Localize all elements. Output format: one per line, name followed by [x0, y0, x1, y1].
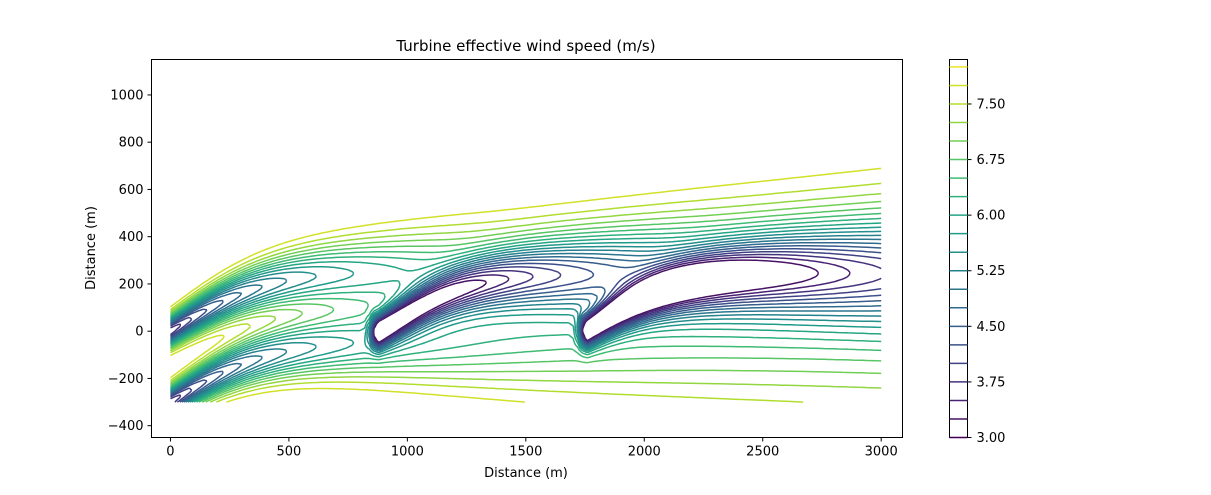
x-tick-label: 2500 — [746, 445, 779, 460]
colorbar-tick-label: 4.50 — [977, 320, 1006, 335]
x-tick-label: 0 — [166, 445, 174, 460]
contour-level-line — [170, 226, 882, 403]
y-tick-label: 1000 — [110, 88, 143, 103]
plot-frame — [151, 59, 903, 438]
x-tick-label: 3000 — [865, 445, 898, 460]
y-tick-label: 0 — [135, 325, 143, 340]
y-tick-label: 400 — [119, 230, 144, 245]
chart-title: Turbine effective wind speed (m/s) — [395, 37, 655, 55]
contour-level-line — [170, 248, 882, 403]
colorbar-tick-label: 3.75 — [977, 375, 1006, 390]
contour-level-line — [170, 222, 882, 403]
contour-level-line — [170, 245, 882, 403]
contour-level-line — [170, 234, 882, 403]
y-axis-label: Distance (m) — [84, 206, 99, 290]
y-tick-label: 200 — [119, 277, 144, 292]
x-tick-label: 1500 — [509, 445, 542, 460]
colorbar-frame — [949, 59, 968, 438]
y-tick-label: −400 — [108, 419, 144, 434]
contour-level-line — [170, 182, 882, 403]
x-axis: 0 500 1000 1500 2000 2500 3000 — [166, 437, 898, 460]
colorbar-tick-label: 6.75 — [977, 153, 1006, 168]
contour-level-line — [170, 217, 882, 403]
colorbar-tick-label: 5.25 — [977, 264, 1006, 279]
contour-level-line — [170, 212, 882, 403]
x-tick-label: 500 — [276, 445, 301, 460]
y-tick-label: 600 — [119, 183, 144, 198]
colorbar: 3.00 3.75 4.50 5.25 6.00 6.75 7.50 — [949, 59, 1006, 446]
y-axis: −400 −200 0 200 400 600 800 1000 — [108, 88, 152, 434]
y-tick-label: 800 — [119, 136, 144, 151]
contour-level-line — [170, 167, 882, 403]
contour-lines — [170, 167, 882, 403]
x-axis-label: Distance (m) — [484, 466, 568, 481]
colorbar-tick-label: 7.50 — [977, 97, 1006, 112]
contour-level-line — [170, 200, 882, 403]
x-tick-label: 1000 — [391, 445, 424, 460]
colorbar-tick-label: 3.00 — [977, 431, 1006, 446]
contour-level-line — [170, 207, 882, 403]
contour-level-line — [170, 241, 882, 403]
contour-level-line — [170, 230, 882, 403]
colorbar-tick-label: 6.00 — [977, 209, 1006, 224]
y-tick-label: −200 — [108, 372, 144, 387]
x-tick-label: 2000 — [628, 445, 661, 460]
contour-level-line — [170, 192, 882, 403]
